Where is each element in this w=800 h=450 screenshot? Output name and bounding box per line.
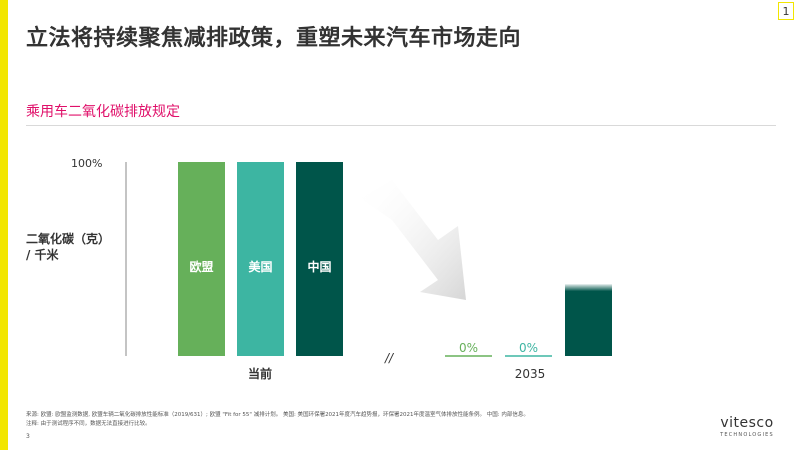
bar-label-us: 美国 <box>248 259 272 274</box>
accent-bar <box>0 0 8 450</box>
bar-current-eu <box>178 162 225 356</box>
page-badge: 1 <box>778 2 794 20</box>
vitesco-logo: vitesco TECHNOLOGIES <box>716 416 778 439</box>
bar-2035-cn <box>565 284 612 356</box>
footer-source: 来源: 欧盟: 欧盟监测数据, 欧盟车辆二氧化碳排放性能标准（2019/631）… <box>26 412 529 418</box>
bar-label-eu: 欧盟 <box>189 259 213 274</box>
axis-break: // <box>384 351 395 365</box>
y-axis-top-tick: 100% <box>71 157 102 170</box>
bar-label-cn: 中国 <box>307 259 331 274</box>
page-number: 3 <box>26 433 30 440</box>
logo-name: vitesco <box>720 415 774 431</box>
zero-label-eu: 0% <box>459 341 478 355</box>
footer-note: 注释: 由于测试程序不同，数据无法直接进行比较。 <box>26 421 151 427</box>
bar-current-us <box>237 162 284 356</box>
group-label-2035: 2035 <box>515 367 546 381</box>
trend-arrow-icon <box>360 180 466 300</box>
bar-current-cn <box>296 162 343 356</box>
bar-2035-cn-fade <box>565 283 612 292</box>
zero-label-us: 0% <box>519 341 538 355</box>
section-subtitle: 乘用车二氧化碳排放规定 <box>26 104 180 120</box>
group-label-current: 当前 <box>248 366 272 381</box>
divider-line <box>26 125 776 126</box>
y-axis-label-line1: 二氧化碳（克） <box>26 231 110 246</box>
logo-sub: TECHNOLOGIES <box>720 432 774 438</box>
slide-title: 立法将持续聚焦减排政策，重塑未来汽车市场走向 <box>26 26 522 51</box>
y-axis-label-line2: / 千米 <box>26 247 60 262</box>
